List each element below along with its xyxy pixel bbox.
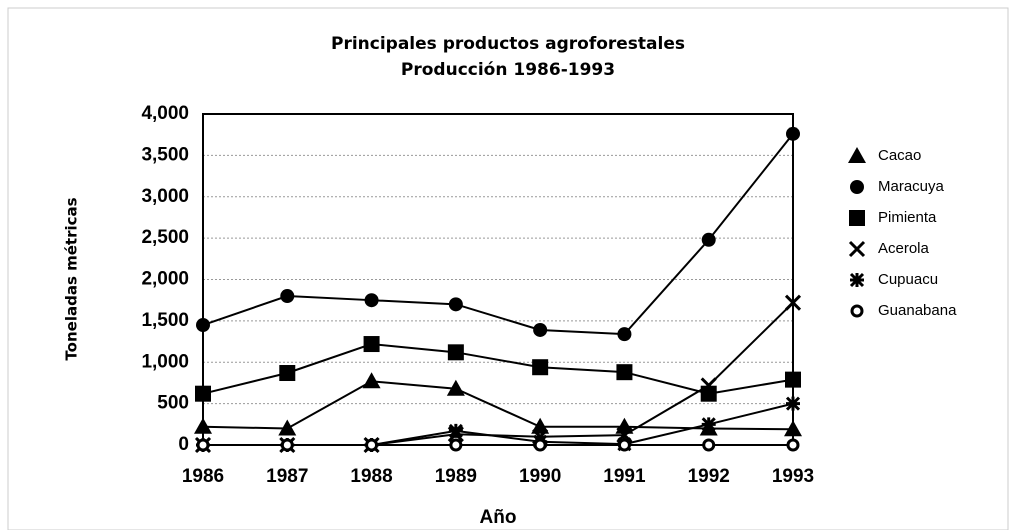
data-point	[280, 289, 295, 304]
data-point	[617, 327, 632, 342]
data-point	[701, 232, 716, 247]
data-point	[786, 126, 800, 141]
legend-label: Guanabana	[878, 302, 957, 319]
data-point	[196, 318, 210, 333]
legend-label: Acerola	[878, 240, 930, 257]
data-point	[616, 364, 633, 381]
data-point	[532, 359, 549, 376]
y-tick-label: 0	[178, 434, 189, 455]
data-point	[447, 344, 464, 361]
y-axis-label: Toneladas métricas	[63, 197, 81, 360]
chart-title: Principales productos agroforestales	[331, 34, 685, 54]
legend-marker	[848, 147, 866, 163]
legend-label: Maracuya	[878, 178, 945, 195]
x-tick-label: 1989	[435, 466, 477, 487]
x-tick-label: 1986	[182, 466, 224, 487]
data-point	[701, 417, 716, 432]
data-point	[446, 379, 465, 396]
legend-marker	[850, 180, 864, 194]
legend-label: Cacao	[878, 147, 921, 164]
data-point	[531, 417, 550, 434]
data-point	[784, 294, 802, 311]
data-point	[702, 438, 716, 452]
data-point	[784, 420, 802, 437]
x-tick-label: 1993	[772, 466, 814, 487]
x-axis-label: Año	[480, 507, 517, 528]
chart-subtitle: Producción 1986-1993	[401, 60, 615, 80]
x-tick-label: 1987	[266, 466, 308, 487]
y-tick-label: 500	[157, 393, 189, 414]
y-tick-label: 1,000	[141, 351, 189, 372]
data-point	[448, 423, 463, 438]
data-point	[448, 297, 463, 312]
legend-marker	[849, 272, 865, 288]
data-point	[785, 371, 801, 388]
y-tick-label: 3,500	[141, 144, 189, 165]
legend-label: Pimienta	[878, 209, 937, 226]
data-point	[617, 438, 631, 452]
data-point	[786, 438, 800, 452]
legend-marker	[848, 240, 866, 258]
data-point	[700, 377, 717, 394]
x-tick-label: 1988	[350, 466, 392, 487]
series-line	[202, 133, 794, 336]
data-point	[363, 336, 380, 353]
data-point	[196, 438, 210, 452]
x-tick-label: 1991	[603, 466, 646, 487]
legend-marker	[850, 304, 864, 318]
data-point	[364, 293, 379, 308]
data-point	[362, 372, 381, 389]
data-point	[533, 438, 547, 452]
data-point	[533, 322, 548, 337]
y-tick-label: 4,000	[141, 103, 189, 124]
y-tick-label: 2,500	[141, 227, 189, 248]
x-tick-label: 1990	[519, 466, 561, 487]
data-point	[278, 419, 297, 436]
data-point	[194, 417, 212, 434]
data-point	[195, 385, 211, 402]
x-tick-label: 1992	[688, 466, 730, 487]
y-tick-label: 2,000	[141, 269, 189, 290]
y-tick-label: 3,000	[141, 186, 189, 207]
data-point	[785, 396, 801, 411]
legend-label: Cupuacu	[878, 271, 938, 288]
series-line	[202, 343, 794, 395]
data-point	[279, 365, 296, 382]
y-tick-label: 1,500	[141, 310, 189, 331]
data-point	[280, 438, 294, 452]
data-point	[365, 438, 379, 452]
frame	[7, 7, 1009, 530]
legend-marker	[849, 210, 865, 226]
data-point	[449, 438, 463, 452]
